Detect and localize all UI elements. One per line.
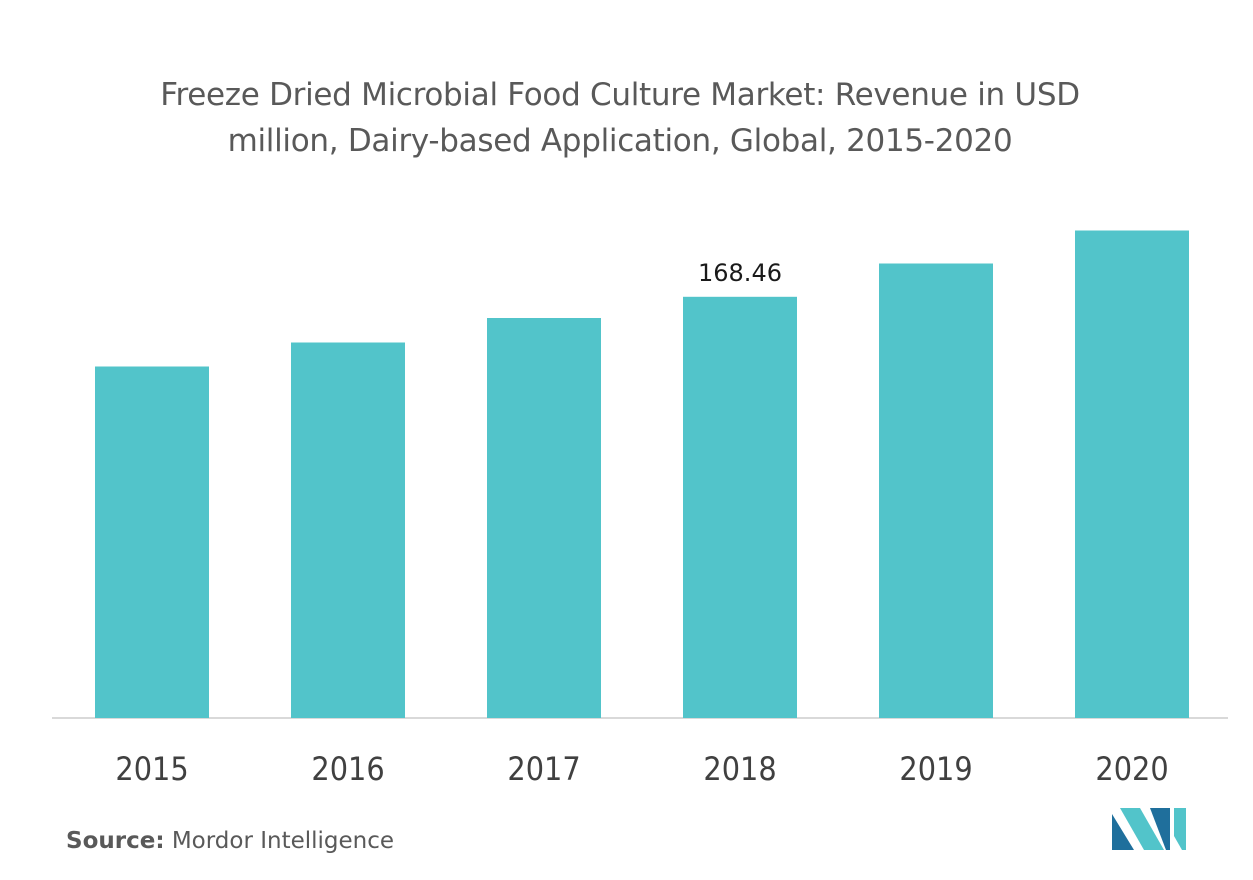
- bar-2016: [291, 342, 405, 718]
- x-tick-label-2017: 2017: [507, 750, 580, 788]
- chart-title-line-1: Freeze Dried Microbial Food Culture Mark…: [160, 77, 1080, 113]
- source-note: Source: Mordor Intelligence: [66, 828, 394, 854]
- bar-2019: [879, 263, 993, 718]
- x-tick-label-2019: 2019: [899, 750, 972, 788]
- mordor-intelligence-logo-icon: [1112, 808, 1186, 850]
- bar-2015: [95, 366, 209, 718]
- bar-2020: [1075, 230, 1189, 718]
- source-label: Source:: [66, 828, 165, 854]
- chart-title: Freeze Dried Microbial Food Culture Mark…: [120, 72, 1120, 164]
- bar-2017: [487, 318, 601, 718]
- data-label-2018: 168.46: [698, 259, 782, 287]
- x-tick-label-2016: 2016: [311, 750, 384, 788]
- chart-title-line-2: million, Dairy-based Application, Global…: [227, 123, 1013, 159]
- bar-2018: [683, 296, 797, 718]
- x-tick-label-2020: 2020: [1095, 750, 1168, 788]
- x-tick-label-2018: 2018: [703, 750, 776, 788]
- source-text: Mordor Intelligence: [171, 828, 395, 854]
- x-tick-label-2015: 2015: [115, 750, 188, 788]
